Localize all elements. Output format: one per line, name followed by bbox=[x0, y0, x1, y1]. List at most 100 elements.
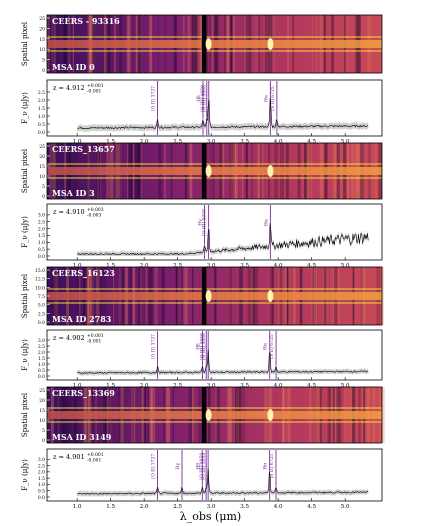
wavelength-tick-label: 3.0 bbox=[207, 383, 216, 389]
flux-axis-label: F_ν (μJy) bbox=[21, 216, 29, 248]
spatial-tick-label: 15 bbox=[39, 164, 45, 170]
wavelength-tick-label: 1.5 bbox=[106, 504, 115, 510]
emission-line-label: Hβ bbox=[196, 95, 202, 102]
spectral-trace bbox=[47, 411, 382, 419]
wavelength-tick-label: 2.0 bbox=[140, 383, 149, 389]
flux-tick-label: 2.5 bbox=[38, 344, 45, 350]
wavelength-tick-label: 3.5 bbox=[240, 263, 249, 269]
wavelength-tick-label: 4.5 bbox=[307, 383, 316, 389]
wavelength-tick-label: 4.5 bbox=[307, 504, 316, 510]
spatial-tick-label: 0 bbox=[42, 438, 45, 444]
wavelength-tick-label: 4.0 bbox=[274, 383, 283, 389]
redshift-lower-error: -0.001 bbox=[87, 89, 102, 95]
emission-line-label: Hβ bbox=[195, 463, 201, 470]
wavelength-tick-label: 1.5 bbox=[106, 383, 115, 389]
x-axis-label: λ_obs (μm) bbox=[179, 510, 242, 523]
emission-line-label: [O III] 5008 bbox=[201, 333, 207, 360]
emission-line-label: [O III] 4959 bbox=[199, 453, 205, 480]
emission-line-label: Hα bbox=[263, 343, 269, 350]
wavelength-tick-label: 5.0 bbox=[341, 504, 350, 510]
wavelength-tick-label: 2.5 bbox=[173, 139, 182, 145]
panel-3: 0.0 2.5 5.0 7.5 10.0 12.5 15.0 Spatial pixel CEE… bbox=[21, 266, 385, 389]
emission-line-label: Hγ bbox=[197, 219, 203, 226]
wavelength-tick-label: 1.5 bbox=[106, 139, 115, 145]
emission-line-label: Hα bbox=[263, 95, 269, 102]
wavelength-tick-label: 1.0 bbox=[73, 139, 82, 145]
flux-tick-label: 2.0 bbox=[38, 226, 45, 232]
flux-tick-label: 1.0 bbox=[38, 362, 45, 368]
flux-tick-label: 1.0 bbox=[38, 482, 45, 488]
oiii-emission-blob bbox=[205, 165, 212, 177]
redshift-lower-error: -0.001 bbox=[87, 339, 102, 345]
redshift-label: z = 4.912 bbox=[53, 84, 85, 92]
spatial-tick-label: 25 bbox=[39, 388, 45, 394]
spatial-tick-label: 10 bbox=[39, 174, 45, 180]
panel-4: 0 5 10 15 20 25 Spatial pixel CEERS_13369 MSA ID… bbox=[21, 386, 385, 510]
emission-line-label: Hγ bbox=[175, 463, 181, 470]
redshift-upper-error: +0.001 bbox=[87, 333, 104, 339]
flux-tick-label: 3.0 bbox=[38, 338, 45, 344]
flux-tick-label: 0.5 bbox=[38, 122, 45, 128]
spatial-tick-label: 12.5 bbox=[35, 277, 45, 283]
detector-gap bbox=[201, 267, 207, 325]
image-frame bbox=[46, 14, 383, 74]
emission-line-label: [O II] 3727 bbox=[151, 453, 157, 478]
wavelength-tick-label: 1.0 bbox=[73, 383, 82, 389]
flux-tick-label: 3.0 bbox=[38, 457, 45, 463]
emission-line-label: [S II] 6725 bbox=[269, 454, 275, 479]
redshift-label: z = 4.910 bbox=[53, 208, 85, 216]
detector-gap bbox=[201, 143, 207, 199]
flux-tick-label: 2.0 bbox=[38, 350, 45, 356]
emission-line-label: [O II] 3727 bbox=[151, 86, 157, 111]
object-id-label: CEERS_13657 bbox=[52, 144, 115, 154]
spatial-tick-label: 2.5 bbox=[38, 311, 45, 317]
redshift-lower-error: -0.001 bbox=[87, 458, 102, 464]
flux-tick-label: 2.0 bbox=[38, 98, 45, 104]
spectral-trace bbox=[47, 292, 382, 300]
spectral-trace bbox=[47, 40, 382, 48]
wavelength-tick-label: 2.0 bbox=[140, 263, 149, 269]
flux-tick-label: 0.0 bbox=[38, 130, 45, 136]
halpha-emission-blob bbox=[267, 165, 274, 177]
flux-tick-label: 1.0 bbox=[38, 240, 45, 246]
flux-tick-label: 1.0 bbox=[38, 114, 45, 120]
spatial-tick-label: 0 bbox=[42, 68, 45, 74]
emission-line-label: [O III] 4959 bbox=[200, 85, 206, 112]
emission-line-label: [O II] 3727 bbox=[151, 334, 157, 359]
flux-axis-label: F_ν (μJy) bbox=[21, 339, 29, 371]
flux-tick-label: 1.5 bbox=[38, 106, 45, 112]
spatial-tick-label: 10 bbox=[39, 418, 45, 424]
redshift-label: z = 4.901 bbox=[53, 453, 85, 461]
wavelength-tick-label: 2.5 bbox=[173, 263, 182, 269]
emission-line-label: [S II] 6725 bbox=[270, 86, 276, 111]
wavelength-tick-label: 3.0 bbox=[207, 263, 216, 269]
emission-line-label: Hα bbox=[263, 219, 269, 226]
emission-line-label: [O III] 5008 bbox=[202, 85, 208, 112]
flux-axis-label: F_ν (μJy) bbox=[21, 459, 29, 491]
flux-tick-label: 1.5 bbox=[38, 476, 45, 482]
spatial-tick-label: 5.0 bbox=[38, 303, 45, 309]
emission-line-label: Hβ bbox=[195, 343, 201, 350]
wavelength-tick-label: 2.5 bbox=[173, 504, 182, 510]
halpha-emission-blob bbox=[267, 290, 274, 302]
wavelength-tick-label: 5.0 bbox=[341, 263, 350, 269]
redshift-upper-error: +0.001 bbox=[87, 83, 104, 89]
spatial-tick-label: 0.0 bbox=[38, 320, 45, 326]
redshift-upper-error: +0.001 bbox=[87, 452, 104, 458]
spatial-tick-label: 5 bbox=[42, 184, 45, 190]
wavelength-tick-label: 4.0 bbox=[274, 263, 283, 269]
msa-id-label: MSA ID 3149 bbox=[52, 432, 112, 442]
wavelength-tick-label: 2.0 bbox=[140, 139, 149, 145]
flux-tick-label: 3.0 bbox=[38, 213, 45, 219]
flux-tick-label: 0.0 bbox=[38, 495, 45, 501]
spatial-tick-label: 25 bbox=[39, 144, 45, 150]
spatial-tick-label: 10.0 bbox=[35, 285, 45, 291]
spatial-axis-label: Spatial pixel bbox=[21, 392, 29, 437]
oiii-emission-blob bbox=[205, 290, 212, 302]
wavelength-tick-label: 4.5 bbox=[307, 263, 316, 269]
flux-tick-label: 2.5 bbox=[38, 90, 45, 96]
oiii-emission-blob bbox=[205, 38, 212, 50]
flux-tick-label: 0.0 bbox=[38, 254, 45, 260]
wavelength-tick-label: 2.5 bbox=[173, 383, 182, 389]
spectral-trace bbox=[47, 167, 382, 175]
